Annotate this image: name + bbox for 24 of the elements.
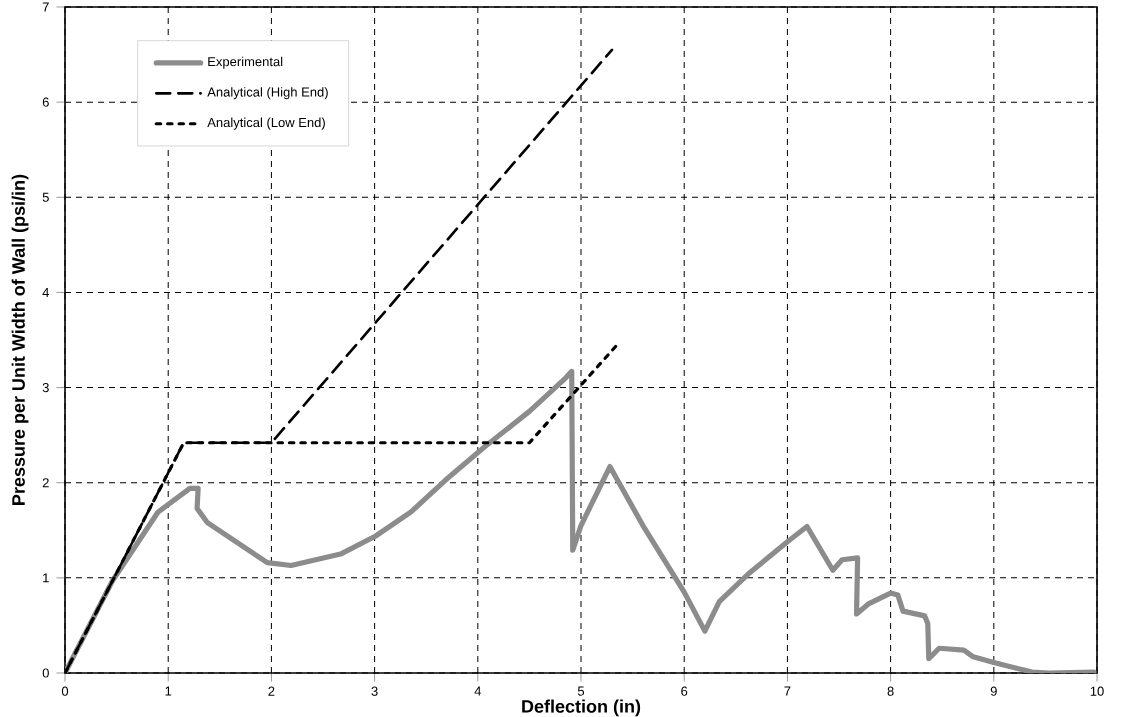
y-tick-label: 5 — [42, 192, 49, 202]
x-tick-label: 0 — [61, 686, 69, 696]
x-tick-label: 7 — [784, 686, 791, 696]
x-tick-label: 8 — [887, 686, 894, 696]
legend-label: Analytical (Low End) — [207, 117, 325, 130]
x-tick-label: 3 — [371, 686, 378, 696]
y-tick-label: 0 — [42, 668, 49, 678]
x-tick-label: 6 — [681, 686, 688, 696]
x-tick-label: 1 — [165, 686, 172, 696]
y-tick-label: 7 — [42, 2, 49, 12]
legend-label: Analytical (High End) — [207, 87, 328, 100]
y-tick-label: 1 — [43, 573, 49, 583]
x-tick-label: 4 — [474, 686, 482, 696]
y-tick-label: 3 — [42, 382, 49, 393]
y-tick-label: 4 — [42, 287, 50, 297]
x-axis-title: Deflection (in) — [522, 699, 641, 717]
x-tick-label: 9 — [990, 686, 997, 696]
y-axis-title: Pressure per Unit Width of Wall (psi/in) — [11, 174, 29, 505]
y-tick-label: 6 — [42, 97, 49, 107]
x-tick-label: 10 — [1090, 686, 1104, 696]
y-tick-label: 2 — [42, 478, 49, 488]
x-tick-label: 2 — [268, 686, 275, 696]
x-tick-label: 5 — [577, 686, 585, 696]
legend-label: Experimental — [208, 56, 283, 69]
